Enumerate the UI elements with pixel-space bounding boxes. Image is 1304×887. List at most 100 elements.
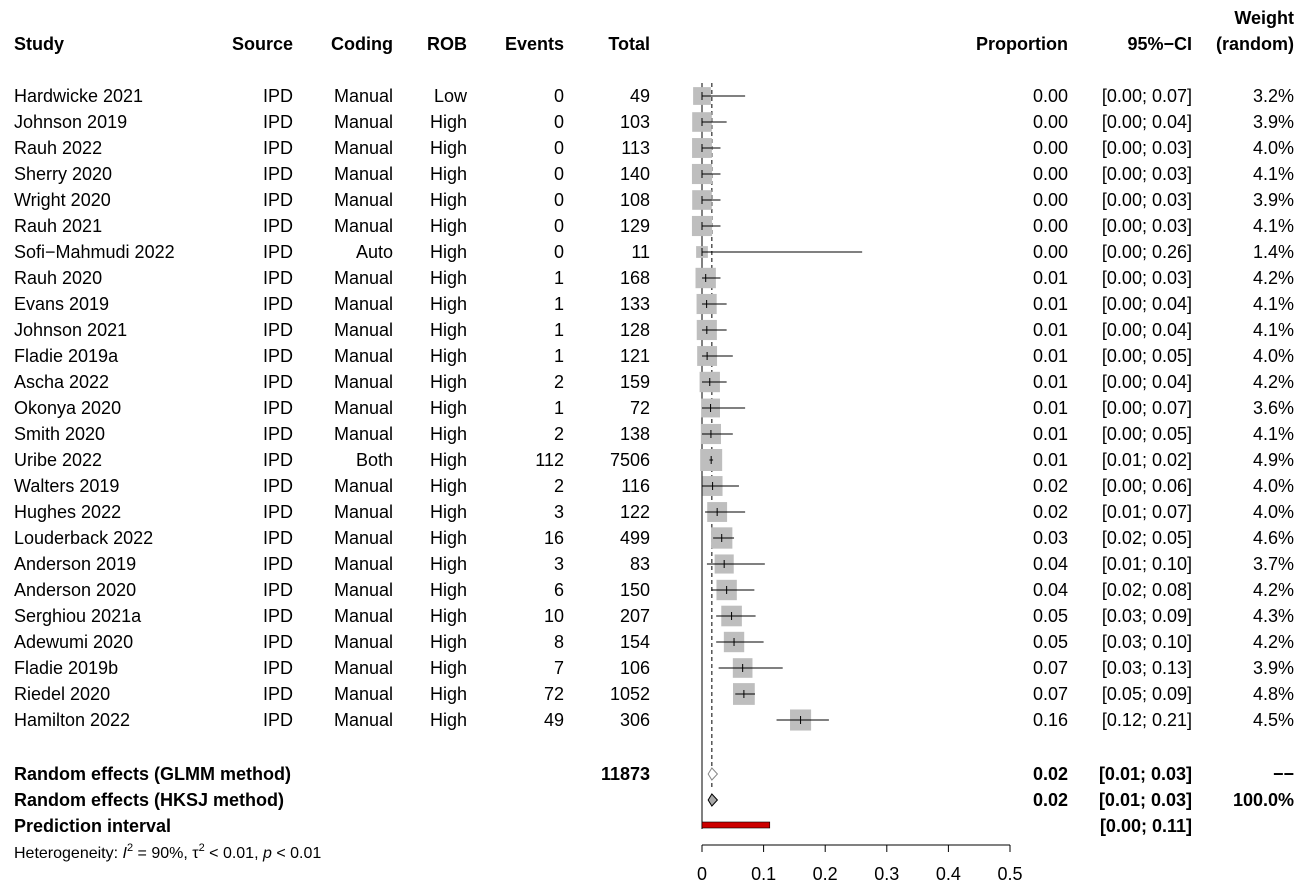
- study-total: 83: [630, 554, 650, 574]
- study-ci: [0.00; 0.03]: [1102, 164, 1192, 184]
- study-row: Sherry 2020 IPD Manual High 0 140 0.00 [0.00; 0…: [14, 164, 1294, 184]
- study-label: Adewumi 2020: [14, 632, 133, 652]
- study-coding: Manual: [334, 710, 393, 730]
- study-proportion: 0.01: [1033, 294, 1068, 314]
- study-row: Smith 2020 IPD Manual High 2 138 0.01 [0.00; 0.…: [14, 424, 1294, 444]
- study-label: Rauh 2021: [14, 216, 102, 236]
- study-label: Riedel 2020: [14, 684, 110, 704]
- x-axis-tick-label: 0: [697, 864, 707, 884]
- study-total: 140: [620, 164, 650, 184]
- study-row: Ascha 2022 IPD Manual High 2 159 0.01 [0.00; 0.…: [14, 372, 1294, 392]
- study-rob: High: [430, 450, 467, 470]
- study-row: Fladie 2019b IPD Manual High 7 106 0.07 [0.03; …: [14, 658, 1294, 678]
- study-coding: Manual: [334, 346, 393, 366]
- study-source: IPD: [263, 528, 293, 548]
- study-label: Evans 2019: [14, 294, 109, 314]
- study-rob: High: [430, 632, 467, 652]
- study-weight: 4.2%: [1253, 580, 1294, 600]
- study-row: Sofi−Mahmudi 2022 IPD Auto High 0 11 0.00 [0.00…: [14, 242, 1294, 262]
- study-row: Rauh 2021 IPD Manual High 0 129 0.00 [0.00; 0.0…: [14, 216, 1294, 236]
- study-label: Johnson 2019: [14, 112, 127, 132]
- study-weight: 3.2%: [1253, 86, 1294, 106]
- study-proportion: 0.01: [1033, 268, 1068, 288]
- study-coding: Manual: [334, 528, 393, 548]
- study-weight: 4.3%: [1253, 606, 1294, 626]
- heterogeneity-text: Heterogeneity: I2 = 90%, τ2 < 0.01, p < …: [14, 842, 321, 862]
- study-label: Rauh 2020: [14, 268, 102, 288]
- study-total: 129: [620, 216, 650, 236]
- study-source: IPD: [263, 294, 293, 314]
- study-total: 11: [631, 242, 650, 262]
- pooled-weight-glmm: −−: [1273, 764, 1294, 784]
- study-weight: 3.9%: [1253, 190, 1294, 210]
- study-total: 150: [620, 580, 650, 600]
- study-ci: [0.01; 0.10]: [1102, 554, 1192, 574]
- study-proportion: 0.00: [1033, 216, 1068, 236]
- study-events: 2: [554, 372, 564, 392]
- study-coding: Manual: [334, 554, 393, 574]
- study-rows: Hardwicke 2021 IPD Manual Low 0 49 0.00 [0.00; …: [14, 86, 1294, 730]
- study-rob: High: [430, 216, 467, 236]
- study-total: 138: [620, 424, 650, 444]
- study-label: Anderson 2019: [14, 554, 136, 574]
- study-events: 8: [554, 632, 564, 652]
- header-coding: Coding: [331, 34, 393, 54]
- study-coding: Manual: [334, 632, 393, 652]
- study-events: 7: [554, 658, 564, 678]
- study-events: 0: [554, 138, 564, 158]
- study-proportion: 0.00: [1033, 138, 1068, 158]
- study-events: 112: [535, 450, 564, 470]
- study-events: 1: [554, 268, 564, 288]
- study-events: 1: [554, 346, 564, 366]
- pooled-proportion-hksj: 0.02: [1033, 790, 1068, 810]
- study-total: 306: [620, 710, 650, 730]
- study-proportion: 0.03: [1033, 528, 1068, 548]
- het-p-symbol: p: [262, 845, 272, 862]
- study-proportion: 0.02: [1033, 502, 1068, 522]
- x-axis: 0 0.1 0.2 0.3 0.4 0.5: [697, 845, 1023, 884]
- study-total: 106: [620, 658, 650, 678]
- pooled-diamond-hksj: [708, 794, 717, 806]
- study-events: 0: [554, 112, 564, 132]
- study-row: Wright 2020 IPD Manual High 0 108 0.00 [0.00; 0…: [14, 190, 1294, 210]
- study-proportion: 0.01: [1033, 450, 1068, 470]
- study-source: IPD: [263, 658, 293, 678]
- study-total: 207: [620, 606, 650, 626]
- study-proportion: 0.04: [1033, 580, 1068, 600]
- study-weight: 4.2%: [1253, 632, 1294, 652]
- header-study: Study: [14, 34, 64, 54]
- study-rob: High: [430, 684, 467, 704]
- study-rob: High: [430, 294, 467, 314]
- study-coding: Manual: [334, 294, 393, 314]
- study-proportion: 0.01: [1033, 424, 1068, 444]
- study-row: Rauh 2020 IPD Manual High 1 168 0.01 [0.00; 0.0…: [14, 268, 1294, 288]
- study-rob: High: [430, 606, 467, 626]
- study-ci: [0.02; 0.08]: [1102, 580, 1192, 600]
- study-events: 1: [554, 320, 564, 340]
- study-events: 0: [554, 86, 564, 106]
- pooled-diamond-glmm: [708, 768, 717, 780]
- study-ci: [0.00; 0.07]: [1102, 86, 1192, 106]
- study-source: IPD: [263, 164, 293, 184]
- study-events: 72: [544, 684, 564, 704]
- pooled-rows: Random effects (GLMM method) 11873 0.02 …: [14, 764, 1294, 836]
- pooled-total-glmm: 11873: [601, 764, 650, 784]
- study-ci: [0.00; 0.05]: [1102, 346, 1192, 366]
- study-total: 154: [620, 632, 650, 652]
- study-total: 121: [620, 346, 650, 366]
- study-source: IPD: [263, 580, 293, 600]
- study-weight: 3.9%: [1253, 658, 1294, 678]
- study-weight: 4.2%: [1253, 268, 1294, 288]
- study-weight: 3.9%: [1253, 112, 1294, 132]
- study-label: Johnson 2021: [14, 320, 127, 340]
- study-coding: Manual: [334, 398, 393, 418]
- study-source: IPD: [263, 710, 293, 730]
- study-proportion: 0.00: [1033, 190, 1068, 210]
- study-source: IPD: [263, 320, 293, 340]
- study-source: IPD: [263, 190, 293, 210]
- pooled-proportion-glmm: 0.02: [1033, 764, 1068, 784]
- study-coding: Manual: [334, 502, 393, 522]
- study-ci: [0.00; 0.07]: [1102, 398, 1192, 418]
- study-proportion: 0.01: [1033, 320, 1068, 340]
